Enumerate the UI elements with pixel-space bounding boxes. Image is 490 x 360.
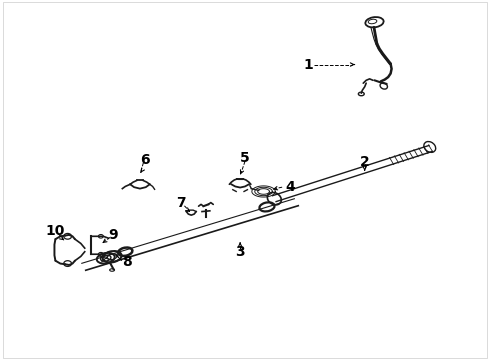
Text: 7: 7 (176, 196, 185, 210)
Text: 10: 10 (46, 224, 65, 238)
Text: 8: 8 (122, 256, 132, 270)
Text: 1: 1 (304, 58, 314, 72)
Text: 9: 9 (108, 228, 118, 242)
Text: 4: 4 (285, 180, 295, 194)
Text: 3: 3 (235, 245, 245, 259)
Text: 6: 6 (140, 153, 149, 167)
Text: 5: 5 (240, 152, 250, 166)
Text: 2: 2 (360, 155, 369, 169)
